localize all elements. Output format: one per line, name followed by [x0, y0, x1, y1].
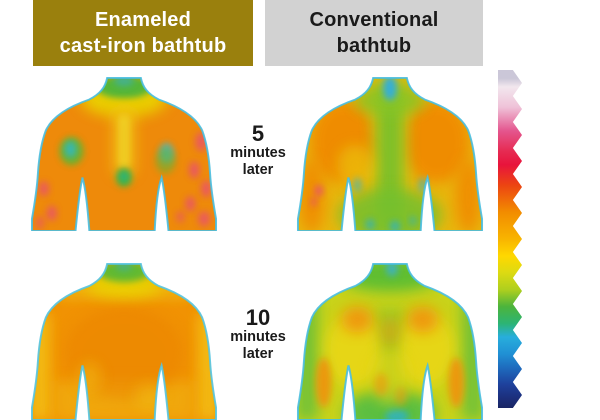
header-conventional-line1: Conventional	[309, 9, 439, 31]
thermal-image-conventional-5min	[296, 76, 484, 231]
header-enameled-bathtub: Enameled cast-iron bathtub	[33, 0, 253, 66]
time-unit-minutes: minutes	[230, 145, 286, 162]
thermal-image-enameled-10min	[30, 262, 218, 420]
time-unit-later: later	[242, 161, 274, 178]
time-label-10-minutes: 10 minutes later	[216, 306, 300, 362]
thermal-image-enameled-5min	[30, 76, 218, 231]
thermal-image-conventional-10min	[296, 262, 484, 420]
temperature-scale-icon	[498, 70, 522, 408]
time-unit-minutes: minutes	[230, 329, 286, 346]
time-number-10: 10	[245, 305, 271, 330]
header-enameled-line2: cast-iron bathtub	[59, 35, 227, 57]
header-conventional-bathtub: Conventional bathtub	[265, 0, 483, 66]
time-label-5-minutes: 5 minutes later	[216, 122, 300, 178]
time-number-5: 5	[251, 121, 265, 146]
time-unit-later: later	[242, 345, 274, 362]
header-enameled-line1: Enameled	[94, 9, 192, 31]
header-conventional-line2: bathtub	[336, 35, 412, 57]
